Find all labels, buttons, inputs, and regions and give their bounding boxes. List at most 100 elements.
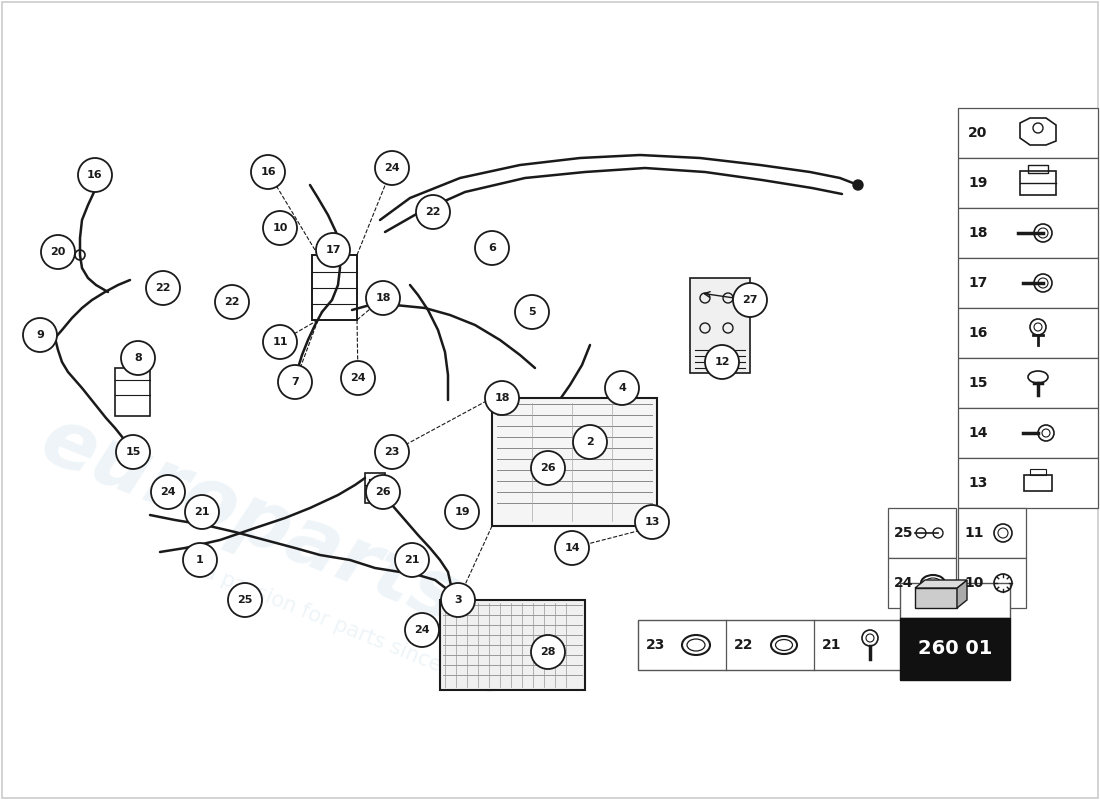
Text: 24: 24 <box>161 487 176 497</box>
Text: 21: 21 <box>195 507 210 517</box>
Text: 26: 26 <box>375 487 390 497</box>
Text: a passion for parts since 1985: a passion for parts since 1985 <box>200 562 499 698</box>
Circle shape <box>151 475 185 509</box>
Circle shape <box>278 365 312 399</box>
Circle shape <box>185 495 219 529</box>
Bar <box>958 208 1098 258</box>
Bar <box>958 558 1026 608</box>
Circle shape <box>556 531 588 565</box>
Circle shape <box>416 195 450 229</box>
Text: 13: 13 <box>968 476 988 490</box>
Circle shape <box>485 381 519 415</box>
Circle shape <box>23 318 57 352</box>
Bar <box>958 258 1098 308</box>
Circle shape <box>316 233 350 267</box>
Bar <box>915 588 957 608</box>
Bar <box>1030 469 1046 475</box>
Circle shape <box>183 543 217 577</box>
Text: 17: 17 <box>968 276 988 290</box>
Text: 9: 9 <box>36 330 44 340</box>
Circle shape <box>405 613 439 647</box>
Circle shape <box>366 475 400 509</box>
Text: 18: 18 <box>375 293 390 303</box>
Bar <box>958 158 1098 208</box>
Text: 24: 24 <box>894 576 913 590</box>
Polygon shape <box>915 580 967 588</box>
Bar <box>958 308 1098 358</box>
Bar <box>440 600 585 690</box>
Text: 20: 20 <box>51 247 66 257</box>
Text: 16: 16 <box>968 326 988 340</box>
Text: 7: 7 <box>292 377 299 387</box>
Text: 27: 27 <box>742 295 758 305</box>
Text: 26: 26 <box>540 463 556 473</box>
Text: 15: 15 <box>968 376 988 390</box>
Circle shape <box>228 583 262 617</box>
Circle shape <box>395 543 429 577</box>
Bar <box>888 558 956 608</box>
Circle shape <box>366 281 400 315</box>
Text: 15: 15 <box>125 447 141 457</box>
Bar <box>690 278 750 373</box>
Text: 24: 24 <box>384 163 399 173</box>
Text: 18: 18 <box>968 226 988 240</box>
Bar <box>958 408 1098 458</box>
Circle shape <box>146 271 180 305</box>
Circle shape <box>375 435 409 469</box>
Text: 8: 8 <box>134 353 142 363</box>
Bar <box>365 473 385 503</box>
Bar <box>900 618 1010 680</box>
Text: 22: 22 <box>426 207 441 217</box>
Text: 11: 11 <box>273 337 288 347</box>
Circle shape <box>78 158 112 192</box>
Text: 28: 28 <box>540 647 556 657</box>
Circle shape <box>251 155 285 189</box>
Text: 25: 25 <box>894 526 913 540</box>
Text: 10: 10 <box>273 223 288 233</box>
Text: 17: 17 <box>326 245 341 255</box>
Bar <box>312 255 358 320</box>
Circle shape <box>121 341 155 375</box>
Circle shape <box>573 425 607 459</box>
Bar <box>958 458 1098 508</box>
Circle shape <box>733 283 767 317</box>
Bar <box>1028 165 1048 173</box>
Text: 3: 3 <box>454 595 462 605</box>
Circle shape <box>263 325 297 359</box>
Circle shape <box>116 435 150 469</box>
Circle shape <box>446 495 478 529</box>
Text: 22: 22 <box>155 283 170 293</box>
Text: 12: 12 <box>714 357 729 367</box>
Text: 22: 22 <box>734 638 754 652</box>
Text: 24: 24 <box>415 625 430 635</box>
Bar <box>958 508 1026 558</box>
Bar <box>958 358 1098 408</box>
Circle shape <box>635 505 669 539</box>
Bar <box>888 508 956 558</box>
Bar <box>116 368 150 416</box>
Text: 5: 5 <box>528 307 536 317</box>
Bar <box>1024 475 1052 491</box>
Text: 19: 19 <box>454 507 470 517</box>
Text: 6: 6 <box>488 243 496 253</box>
Circle shape <box>214 285 249 319</box>
Text: 14: 14 <box>968 426 988 440</box>
Text: 23: 23 <box>384 447 399 457</box>
Text: 10: 10 <box>964 576 983 590</box>
Circle shape <box>375 151 409 185</box>
Text: 18: 18 <box>494 393 509 403</box>
Circle shape <box>605 371 639 405</box>
Circle shape <box>41 235 75 269</box>
Text: europarts: europarts <box>29 401 471 639</box>
Text: 4: 4 <box>618 383 626 393</box>
Circle shape <box>475 231 509 265</box>
Text: 13: 13 <box>645 517 660 527</box>
Circle shape <box>341 361 375 395</box>
Text: 2: 2 <box>586 437 594 447</box>
Bar <box>492 398 657 526</box>
Text: 24: 24 <box>350 373 366 383</box>
Text: 16: 16 <box>261 167 276 177</box>
Text: 19: 19 <box>968 176 988 190</box>
Text: 11: 11 <box>964 526 983 540</box>
Text: 20: 20 <box>968 126 988 140</box>
